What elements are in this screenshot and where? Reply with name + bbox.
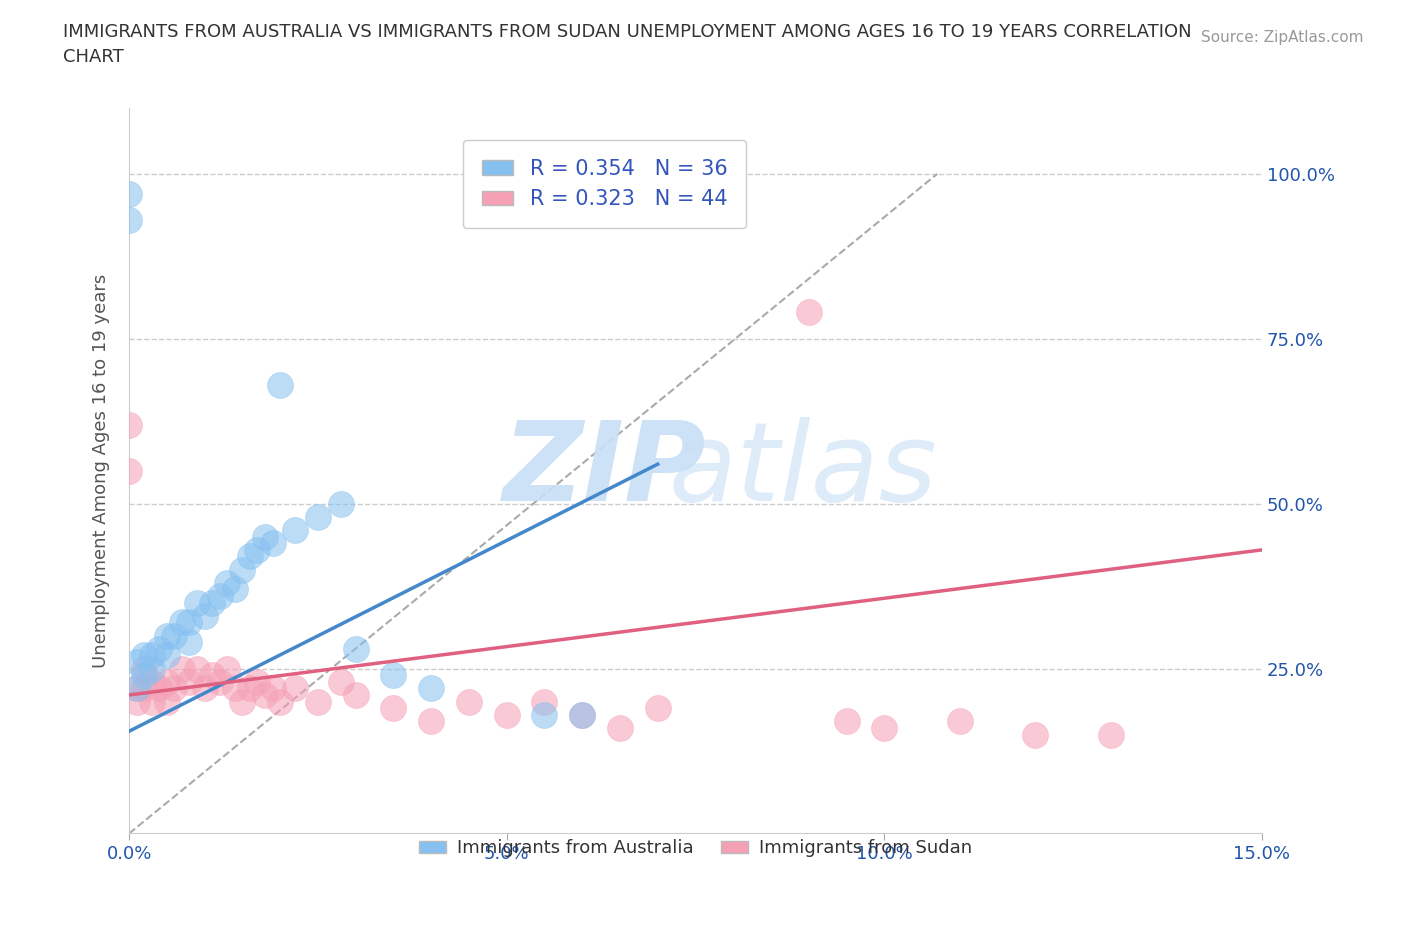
- Point: [179, 615, 201, 630]
- Point: [495, 708, 517, 723]
- Point: [118, 418, 141, 432]
- Point: [231, 563, 253, 578]
- Point: [224, 582, 246, 597]
- Point: [118, 186, 141, 201]
- Point: [134, 648, 156, 663]
- Point: [949, 714, 972, 729]
- Point: [208, 589, 231, 604]
- Point: [231, 694, 253, 709]
- Point: [284, 523, 307, 538]
- Y-axis label: Unemployment Among Ages 16 to 19 years: Unemployment Among Ages 16 to 19 years: [93, 273, 110, 668]
- Point: [125, 694, 148, 709]
- Point: [262, 536, 284, 551]
- Point: [420, 714, 443, 729]
- Text: atlas: atlas: [669, 418, 938, 525]
- Point: [382, 668, 405, 683]
- Point: [186, 595, 208, 610]
- Point: [571, 708, 593, 723]
- Point: [118, 463, 141, 478]
- Point: [284, 681, 307, 696]
- Point: [134, 661, 156, 676]
- Point: [148, 681, 170, 696]
- Point: [201, 668, 224, 683]
- Point: [609, 721, 631, 736]
- Point: [269, 694, 291, 709]
- Point: [217, 661, 239, 676]
- Point: [239, 681, 262, 696]
- Point: [262, 681, 284, 696]
- Point: [571, 708, 593, 723]
- Point: [835, 714, 858, 729]
- Point: [179, 635, 201, 650]
- Point: [170, 661, 193, 676]
- Point: [118, 213, 141, 228]
- Point: [134, 681, 156, 696]
- Point: [307, 694, 329, 709]
- Point: [239, 549, 262, 564]
- Point: [253, 687, 276, 702]
- Point: [125, 681, 148, 696]
- Point: [141, 661, 163, 676]
- Point: [208, 674, 231, 689]
- Point: [344, 642, 367, 657]
- Point: [224, 681, 246, 696]
- Point: [458, 694, 481, 709]
- Point: [420, 681, 443, 696]
- Point: [156, 674, 179, 689]
- Point: [246, 542, 269, 557]
- Point: [194, 681, 217, 696]
- Point: [163, 628, 186, 643]
- Point: [163, 681, 186, 696]
- Point: [1024, 727, 1046, 742]
- Point: [246, 674, 269, 689]
- Point: [156, 694, 179, 709]
- Point: [156, 628, 179, 643]
- Point: [141, 694, 163, 709]
- Point: [533, 708, 555, 723]
- Point: [125, 655, 148, 670]
- Point: [382, 700, 405, 715]
- Point: [797, 305, 820, 320]
- Point: [179, 674, 201, 689]
- Point: [217, 576, 239, 591]
- Point: [329, 497, 352, 512]
- Point: [533, 694, 555, 709]
- Point: [170, 615, 193, 630]
- Point: [141, 674, 163, 689]
- Point: [647, 700, 669, 715]
- Point: [269, 378, 291, 392]
- Legend: Immigrants from Australia, Immigrants from Sudan: Immigrants from Australia, Immigrants fr…: [412, 832, 979, 864]
- Text: IMMIGRANTS FROM AUSTRALIA VS IMMIGRANTS FROM SUDAN UNEMPLOYMENT AMONG AGES 16 TO: IMMIGRANTS FROM AUSTRALIA VS IMMIGRANTS …: [63, 23, 1192, 66]
- Point: [329, 674, 352, 689]
- Point: [141, 648, 163, 663]
- Point: [148, 642, 170, 657]
- Point: [134, 668, 156, 683]
- Point: [125, 681, 148, 696]
- Point: [873, 721, 896, 736]
- Point: [194, 608, 217, 623]
- Point: [253, 529, 276, 544]
- Point: [1099, 727, 1122, 742]
- Point: [201, 595, 224, 610]
- Point: [307, 510, 329, 525]
- Point: [156, 648, 179, 663]
- Point: [586, 166, 609, 181]
- Text: ZIP: ZIP: [503, 418, 707, 525]
- Point: [186, 661, 208, 676]
- Point: [344, 687, 367, 702]
- Text: Source: ZipAtlas.com: Source: ZipAtlas.com: [1201, 30, 1364, 45]
